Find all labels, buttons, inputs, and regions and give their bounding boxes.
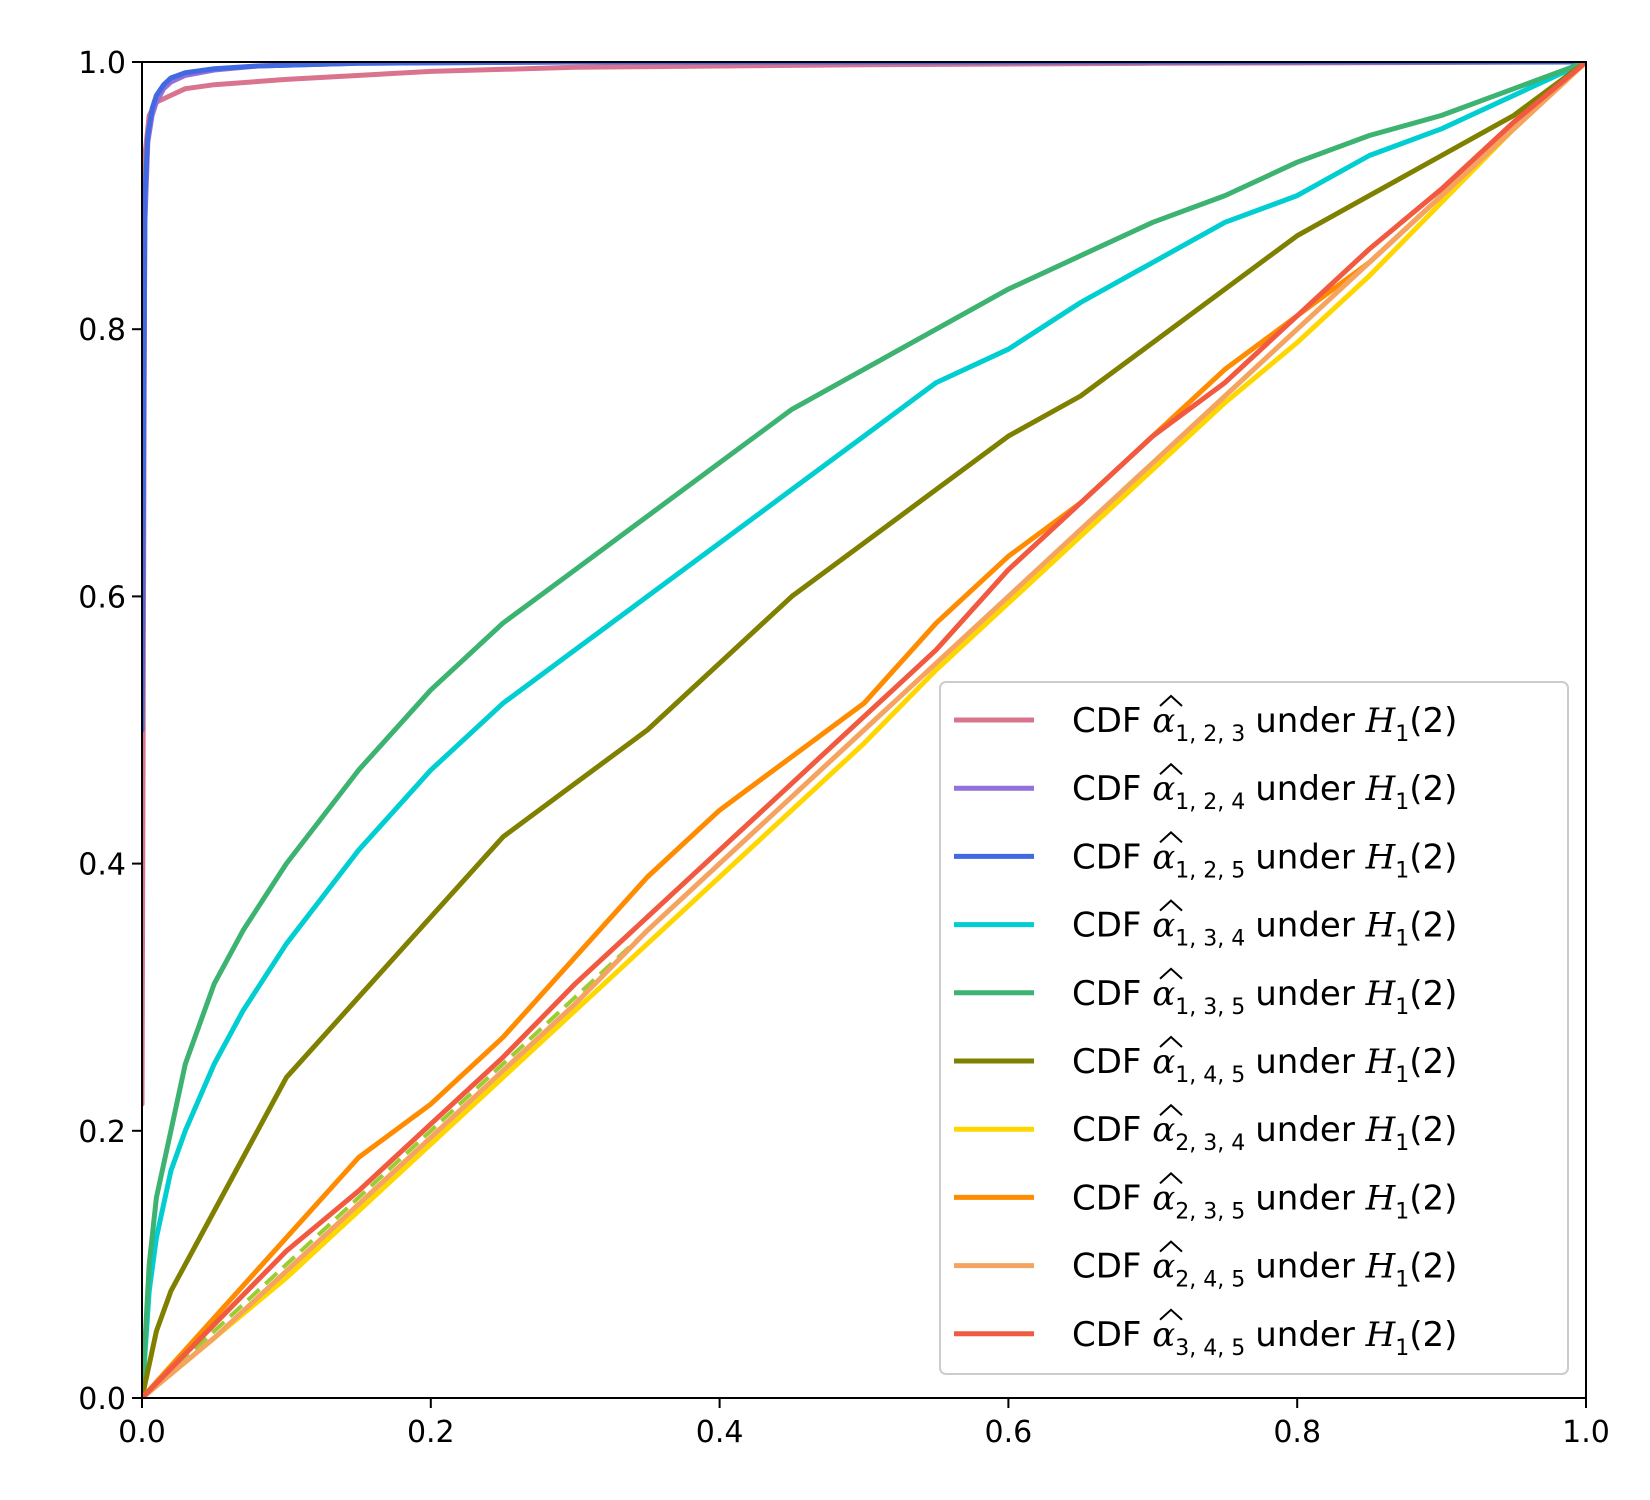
y-tick-label: 0.2 [78, 1115, 126, 1150]
legend-item: CDF α1, 2, 3 under H1(2) [954, 694, 1457, 747]
hat-mark [1159, 1035, 1183, 1048]
hat-mark [1159, 899, 1183, 912]
hat-mark [1159, 1308, 1183, 1321]
series-line-145 [142, 62, 1586, 1398]
legend-label: CDF α2, 3, 5 under H1(2) [1072, 1178, 1457, 1224]
x-tick-label: 0.6 [985, 1415, 1033, 1450]
legend-label: CDF α1, 2, 4 under H1(2) [1072, 769, 1457, 815]
legend-item: CDF α1, 3, 5 under H1(2) [954, 967, 1457, 1020]
hat-mark [1159, 762, 1183, 775]
legend-item: CDF α1, 4, 5 under H1(2) [954, 1035, 1457, 1088]
legend-label: CDF α2, 3, 4 under H1(2) [1072, 1110, 1457, 1156]
series-line-345 [142, 62, 1586, 1398]
legend-item: CDF α1, 2, 5 under H1(2) [954, 831, 1457, 883]
legend-item: CDF α2, 3, 5 under H1(2) [954, 1172, 1457, 1224]
legend-item: CDF α1, 2, 4 under H1(2) [954, 762, 1457, 815]
series-line-234 [142, 62, 1586, 1398]
legend-label: CDF α1, 2, 5 under H1(2) [1072, 837, 1457, 883]
legend-item: CDF α2, 4, 5 under H1(2) [954, 1240, 1457, 1293]
legend-label: CDF α1, 2, 3 under H1(2) [1072, 701, 1457, 747]
y-tick-label: 0.4 [78, 848, 126, 883]
legend-label: CDF α1, 3, 4 under H1(2) [1072, 906, 1457, 952]
x-tick-label: 0.8 [1273, 1415, 1321, 1450]
legend-label: CDF α1, 3, 5 under H1(2) [1072, 974, 1457, 1020]
y-tick-label: 0.0 [78, 1382, 126, 1417]
x-tick-label: 0.4 [696, 1415, 744, 1450]
hat-mark [1159, 831, 1183, 844]
hat-mark [1159, 1172, 1183, 1185]
legend-box [939, 681, 1569, 1375]
series-line-235 [142, 62, 1586, 1398]
hat-mark [1159, 1240, 1183, 1253]
series-line-135 [142, 62, 1586, 1398]
hat-mark [1159, 967, 1183, 980]
legend-item: CDF α3, 4, 5 under H1(2) [954, 1308, 1457, 1361]
legend-label: CDF α1, 4, 5 under H1(2) [1072, 1042, 1457, 1088]
legend-label: CDF α3, 4, 5 under H1(2) [1072, 1315, 1457, 1361]
series-line-245 [142, 62, 1586, 1398]
y-tick-label: 0.8 [78, 313, 126, 348]
x-tick-label: 0.0 [118, 1415, 166, 1450]
x-tick-label: 0.2 [407, 1415, 455, 1450]
plot-frame [141, 61, 1587, 1399]
legend-item: CDF α1, 3, 4 under H1(2) [954, 899, 1457, 952]
legend-item: CDF α2, 3, 4 under H1(2) [954, 1103, 1457, 1156]
series-line-125 [142, 62, 1586, 733]
hat-mark [1159, 1103, 1183, 1116]
series-line-134 [142, 62, 1586, 1398]
y-tick-label: 1.0 [78, 46, 126, 81]
y-tick-label: 0.6 [78, 580, 126, 615]
legend-label: CDF α2, 4, 5 under H1(2) [1072, 1247, 1457, 1293]
hat-mark [1159, 694, 1183, 707]
x-tick-label: 1.0 [1562, 1415, 1610, 1450]
